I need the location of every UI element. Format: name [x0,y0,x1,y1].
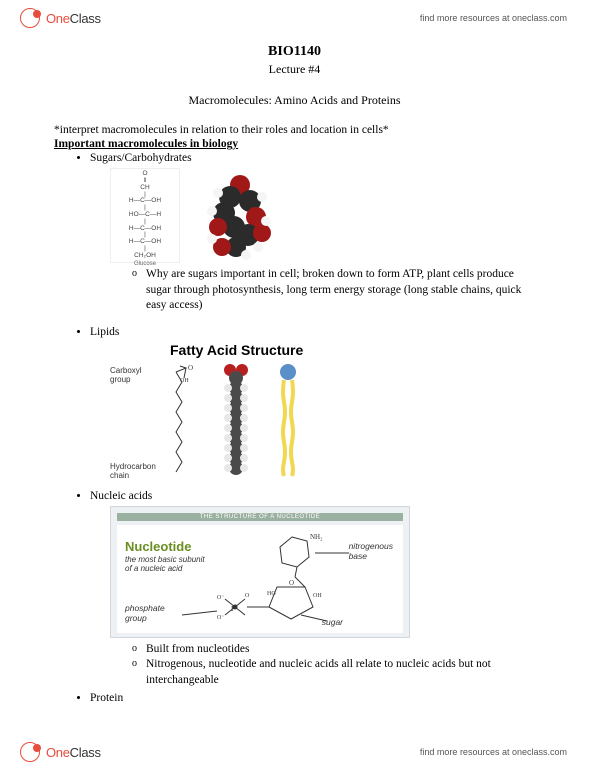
nucleotide-figure: THE STRUCTURE OF A NUCLEOTIDE Nucleotide… [110,506,410,638]
page-header: OneClass find more resources at oneclass… [0,0,595,34]
svg-text:O: O [289,579,294,587]
list-item-protein: Protein [90,692,535,704]
list-item-label: Sugars/Carbohydrates [90,152,192,164]
logo-text: OneClass [46,11,101,26]
lecture-number: Lecture #4 [54,62,535,77]
document-content: BIO1140 Lecture #4 Macromolecules: Amino… [0,34,595,704]
svg-text:NH₂: NH₂ [310,533,323,541]
list-item-label: Protein [90,692,123,704]
hydrocarbon-label: Hydrocarbon chain [110,462,158,480]
macromolecule-list: Sugars/Carbohydrates O‖CH|H—C—OH|HO—C—H|… [90,152,535,704]
footer-resources-link[interactable]: find more resources at oneclass.com [420,747,567,757]
fatty-acid-diagram: O OH [158,362,358,482]
logo-class: Class [70,745,101,760]
nucleotide-banner: THE STRUCTURE OF A NUCLEOTIDE [117,513,403,521]
list-item-sugars: Sugars/Carbohydrates O‖CH|H—C—OH|HO—C—H|… [90,152,535,314]
nucleotide-structure-icon: NH₂ O HO OH [117,525,407,633]
lecture-topic: Macromolecules: Amino Acids and Proteins [54,93,535,108]
header-resources-link[interactable]: find more resources at oneclass.com [420,13,567,23]
page-footer: OneClass find more resources at oneclass… [0,736,595,770]
list-item-label: Nucleic acids [90,490,152,502]
section-heading: Important macromolecules in biology [54,138,535,150]
sugars-note: Why are sugars important in cell; broken… [132,267,535,314]
svg-text:OH: OH [180,378,189,384]
svg-text:HO: HO [267,591,276,597]
glucose-structural-formula: O‖CH|H—C—OH|HO—C—H|H—C—OH|H—C—OH|CH₂OH G… [110,168,180,263]
list-item-label: Lipids [90,326,119,338]
glucose-figure: O‖CH|H—C—OH|HO—C—H|H—C—OH|H—C—OH|CH₂OH G… [110,168,535,263]
list-item-lipids: Lipids Fatty Acid Structure Carboxyl gro… [90,326,535,482]
logo-class: Class [70,11,101,26]
svg-text:O: O [188,364,193,372]
logo-circle-icon [20,742,40,762]
intro-note: *interpret macromolecules in relation to… [54,122,535,138]
logo-circle-icon [20,8,40,28]
list-item-nucleic-acids: Nucleic acids THE STRUCTURE OF A NUCLEOT… [90,490,535,689]
svg-text:O⁻: O⁻ [217,615,225,621]
brand-logo-footer[interactable]: OneClass [20,742,101,762]
brand-logo[interactable]: OneClass [20,8,101,28]
logo-one: One [46,11,70,26]
svg-text:O⁻: O⁻ [217,595,225,601]
glucose-space-filling-model [200,171,280,261]
nucleic-note-2: Nitrogenous, nucleotide and nucleic acid… [132,657,535,688]
svg-text:P: P [231,605,235,613]
carboxyl-label: Carboxyl group [110,366,158,384]
nucleotide-panel: Nucleotide the most basic subunit of a n… [117,525,403,633]
svg-text:OH: OH [313,593,322,599]
svg-text:O: O [245,593,250,599]
logo-one: One [46,745,70,760]
course-code: BIO1140 [54,44,535,60]
nucleic-note-1: Built from nucleotides [132,642,535,658]
nucleic-sublist: Built from nucleotides Nitrogenous, nucl… [132,642,535,689]
logo-text: OneClass [46,745,101,760]
fatty-acid-title: Fatty Acid Structure [170,342,370,358]
fatty-acid-figure: Fatty Acid Structure Carboxyl group Hydr… [110,342,370,482]
sugars-sublist: Why are sugars important in cell; broken… [132,267,535,314]
